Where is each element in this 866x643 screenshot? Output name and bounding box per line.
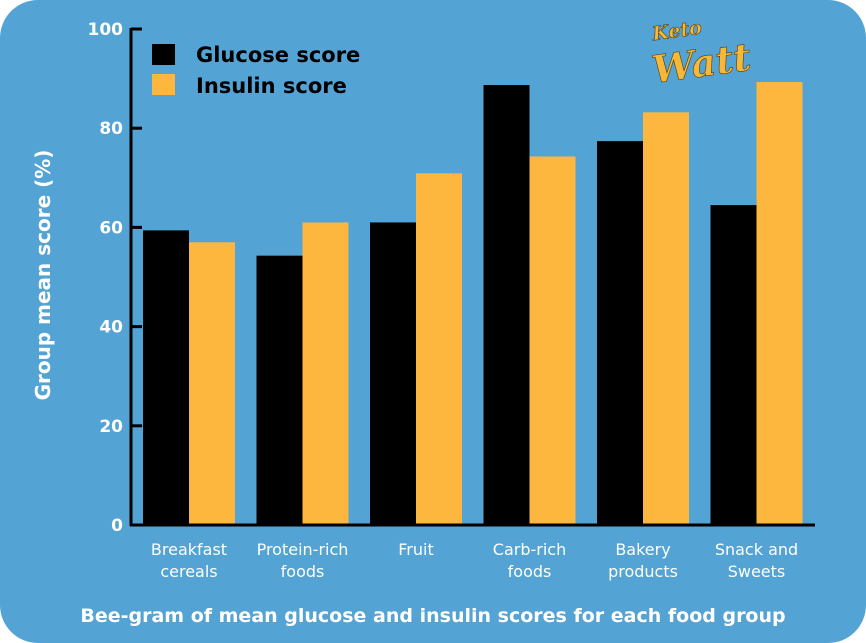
bar-insulin	[756, 82, 803, 526]
x-tick-label: Breakfast	[151, 540, 227, 559]
chart-title: Bee-gram of mean glucose and insulin sco…	[80, 605, 785, 627]
legend-label: Glucose score	[196, 43, 360, 67]
x-tick-label: Bakery	[615, 540, 670, 559]
bar-glucose	[597, 141, 643, 525]
y-tick-label: 0	[111, 516, 123, 536]
y-tick-label: 60	[99, 218, 123, 238]
bar-insulin	[416, 173, 462, 525]
y-tick-label: 80	[99, 119, 123, 139]
bar-glucose	[483, 85, 530, 525]
x-tick-label: Protein-rich	[257, 540, 349, 559]
y-axis-label: Group mean score (%)	[31, 150, 55, 401]
legend-label: Insulin score	[196, 74, 347, 98]
bar-insulin	[643, 112, 689, 525]
x-tick-label: Snack and	[715, 540, 798, 559]
bar-insulin	[302, 222, 349, 525]
bar-glucose	[370, 222, 416, 525]
legend-swatch	[152, 74, 175, 95]
x-tick-label: Sweets	[728, 562, 786, 581]
legend-swatch	[152, 44, 175, 65]
bar-glucose	[256, 255, 303, 525]
y-tick-label: 40	[99, 318, 123, 338]
x-tick-label: Carb-rich	[493, 540, 566, 559]
x-tick-label: cereals	[160, 562, 217, 581]
x-tick-label: products	[608, 562, 678, 581]
bar-insulin	[529, 156, 576, 526]
bar-insulin	[189, 242, 235, 525]
y-tick-label: 100	[88, 20, 124, 40]
x-tick-label: foods	[508, 562, 552, 581]
logo-text: Watt	[649, 34, 754, 92]
x-tick-label: Fruit	[398, 540, 433, 559]
x-tick-label: foods	[281, 562, 325, 581]
bar-glucose	[710, 205, 757, 525]
bar-glucose	[143, 230, 189, 525]
y-tick-label: 20	[99, 417, 123, 437]
